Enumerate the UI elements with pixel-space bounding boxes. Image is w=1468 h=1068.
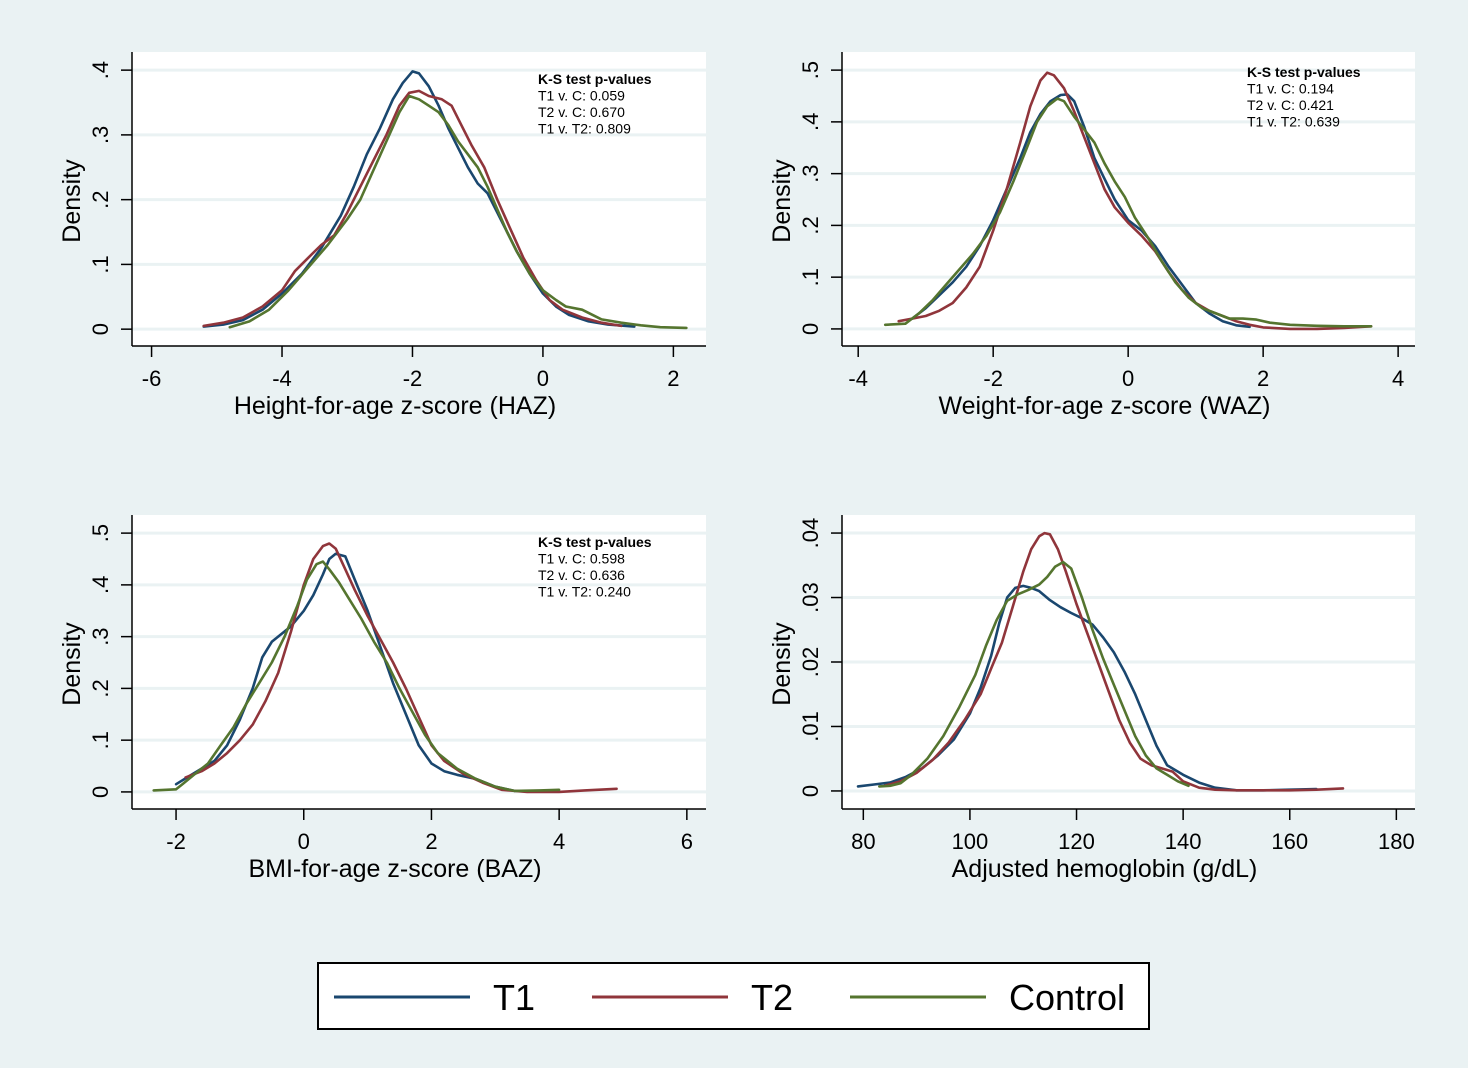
ks-annotation-title: K-S test p-values bbox=[538, 71, 652, 87]
x-tick-label: 4 bbox=[553, 829, 565, 854]
y-axis-title: Density bbox=[768, 159, 796, 243]
legend-label: T1 bbox=[493, 977, 535, 1018]
series-line-t1 bbox=[910, 93, 1251, 329]
panel-haz: 0 .1 .2 .3 .4 -6 -4 -2 0 2 Height-for-age z-score … bbox=[58, 52, 706, 420]
x-tick-label: 2 bbox=[1257, 366, 1269, 391]
x-tick-label: 2 bbox=[425, 829, 437, 854]
ks-annotation-line: T2 v. C: 0.421 bbox=[1247, 97, 1334, 113]
x-axis-title: BMI-for-age z-score (BAZ) bbox=[248, 855, 541, 883]
y-tick-label: .4 bbox=[88, 61, 113, 79]
y-tick-label: .02 bbox=[798, 647, 823, 678]
y-tick-label: .1 bbox=[88, 255, 113, 273]
y-tick-label: 0 bbox=[88, 786, 113, 798]
series-line-t2 bbox=[897, 71, 1373, 331]
x-axis-title: Adjusted hemoglobin (g/dL) bbox=[952, 855, 1258, 883]
x-tick-label: -4 bbox=[848, 366, 868, 391]
panel-hemoglobin: 0 .01 .02 .03 .04 80 100 120 140 160 180 Adjusted h… bbox=[768, 515, 1415, 883]
legend-label: Control bbox=[1009, 977, 1125, 1018]
y-tick-label: .5 bbox=[798, 61, 823, 79]
x-tick-label: -2 bbox=[166, 829, 186, 854]
x-tick-label: -4 bbox=[272, 366, 292, 391]
y-axis-title: Density bbox=[768, 622, 796, 706]
series-line-t1 bbox=[174, 552, 516, 793]
ks-annotation-line: T1 v. T2: 0.240 bbox=[538, 584, 631, 600]
y-tick-label: .4 bbox=[798, 113, 823, 131]
legend: T1 T2 Control bbox=[317, 962, 1150, 1030]
y-tick-label: .3 bbox=[88, 126, 113, 144]
x-tick-label: 180 bbox=[1378, 829, 1415, 854]
ks-annotation-line: T2 v. C: 0.670 bbox=[538, 104, 625, 120]
y-tick-label: .03 bbox=[798, 582, 823, 613]
x-tick-label: 80 bbox=[851, 829, 875, 854]
y-tick-label: .2 bbox=[88, 679, 113, 697]
x-axis-title: Height-for-age z-score (HAZ) bbox=[234, 392, 556, 420]
x-tick-label: 0 bbox=[298, 829, 310, 854]
y-tick-label: .1 bbox=[798, 268, 823, 286]
series-line-control bbox=[152, 560, 561, 793]
legend-item-t1: T1 bbox=[334, 977, 535, 1018]
ks-annotation-title: K-S test p-values bbox=[1247, 64, 1361, 80]
y-tick-label: 0 bbox=[88, 323, 113, 335]
x-tick-label: 120 bbox=[1058, 829, 1095, 854]
series-line-control bbox=[883, 97, 1373, 328]
panel-baz: 0 .1 .2 .3 .4 .5 -2 0 2 4 6 BMI-for-age z-score (BA… bbox=[58, 515, 706, 883]
ks-annotation-title: K-S test p-values bbox=[538, 534, 652, 550]
ks-annotation-line: T1 v. T2: 0.809 bbox=[538, 121, 631, 137]
series-line-t1 bbox=[856, 584, 1318, 792]
y-tick-label: .3 bbox=[88, 627, 113, 645]
ks-annotation-line: T1 v. C: 0.194 bbox=[1247, 81, 1334, 97]
x-tick-label: 100 bbox=[952, 829, 989, 854]
x-tick-label: 4 bbox=[1392, 366, 1404, 391]
x-tick-label: 0 bbox=[537, 366, 549, 391]
y-tick-label: .04 bbox=[798, 518, 823, 549]
y-tick-label: 0 bbox=[798, 323, 823, 335]
x-tick-label: 0 bbox=[1122, 366, 1134, 391]
y-axis-title: Density bbox=[58, 622, 86, 706]
x-tick-label: -2 bbox=[403, 366, 423, 391]
ks-annotation-line: T2 v. C: 0.636 bbox=[538, 567, 625, 583]
ks-annotation-line: T1 v. T2: 0.639 bbox=[1247, 114, 1340, 130]
ks-annotation-line: T1 v. C: 0.598 bbox=[538, 551, 625, 567]
x-tick-label: -2 bbox=[983, 366, 1003, 391]
series-line-t2 bbox=[883, 531, 1345, 792]
legend-item-control: Control bbox=[850, 977, 1125, 1018]
legend-item-t2: T2 bbox=[592, 977, 793, 1018]
series-line-control bbox=[877, 560, 1190, 788]
series-line-control bbox=[228, 94, 688, 330]
y-tick-label: .2 bbox=[88, 190, 113, 208]
y-tick-label: .4 bbox=[88, 576, 113, 594]
x-tick-label: 6 bbox=[681, 829, 693, 854]
legend-label: T2 bbox=[751, 977, 793, 1018]
ks-annotation-line: T1 v. C: 0.059 bbox=[538, 88, 625, 104]
x-tick-label: 160 bbox=[1271, 829, 1308, 854]
x-tick-label: 2 bbox=[667, 366, 679, 391]
panel-waz: 0 .1 .2 .3 .4 .5 -4 -2 0 2 4 Weight-for-age z-score… bbox=[768, 52, 1415, 420]
y-tick-label: .5 bbox=[88, 524, 113, 542]
y-tick-label: .1 bbox=[88, 731, 113, 749]
y-tick-label: 0 bbox=[798, 785, 823, 797]
plot-area bbox=[132, 515, 706, 809]
x-tick-label: -6 bbox=[142, 366, 162, 391]
x-axis-title: Weight-for-age z-score (WAZ) bbox=[938, 392, 1270, 420]
y-axis-title: Density bbox=[58, 159, 86, 243]
y-tick-label: .2 bbox=[798, 216, 823, 234]
y-tick-label: .3 bbox=[798, 164, 823, 182]
x-tick-label: 140 bbox=[1165, 829, 1202, 854]
y-tick-label: .01 bbox=[798, 711, 823, 742]
